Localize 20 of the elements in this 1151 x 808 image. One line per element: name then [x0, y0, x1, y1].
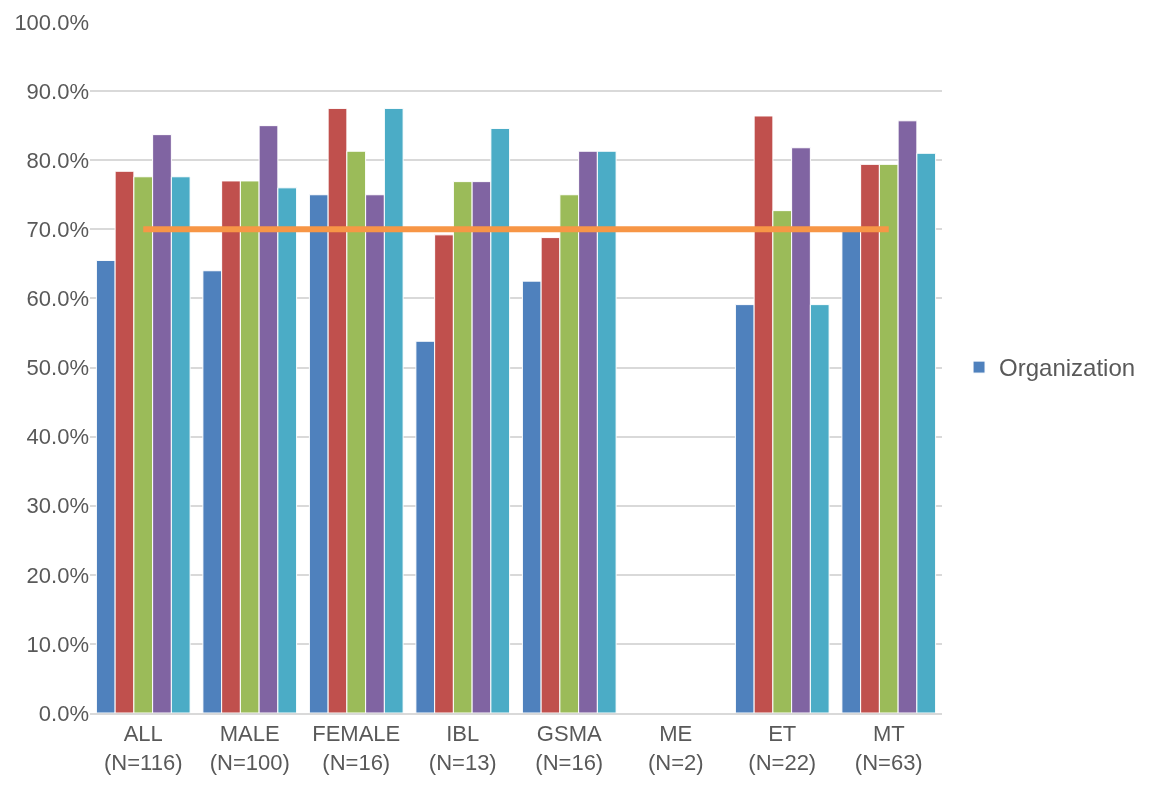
- y-tick-label: 90.0%: [26, 78, 89, 104]
- y-tick-label: 80.0%: [26, 147, 89, 173]
- y-tick-label: 100.0%: [14, 9, 89, 35]
- x-tick-label: MALE (N=100): [209, 721, 290, 775]
- x-tick-label: ALL (N=116): [104, 721, 183, 775]
- y-tick-label: 60.0%: [26, 286, 89, 312]
- x-tick-label: MT (N=63): [854, 721, 923, 775]
- y-tick-label: 40.0%: [26, 424, 89, 450]
- legend-label: Organization: [999, 354, 1136, 382]
- x-tick-label: ME (N=2): [647, 721, 704, 775]
- y-tick-label: 30.0%: [26, 493, 89, 519]
- x-tick-label: FEMALE (N=16): [312, 721, 401, 775]
- x-tick-label: ET (N=22): [748, 721, 817, 775]
- y-tick-label: 70.0%: [26, 217, 89, 242]
- x-tick-label: IBL (N=13): [428, 721, 497, 775]
- y-tick-label: 20.0%: [26, 562, 89, 588]
- y-tick-label: 10.0%: [26, 631, 89, 657]
- y-tick-label: 50.0%: [26, 355, 89, 381]
- x-tick-label: GSMA (N=16): [535, 721, 604, 775]
- y-tick-label: 0.0%: [38, 700, 89, 726]
